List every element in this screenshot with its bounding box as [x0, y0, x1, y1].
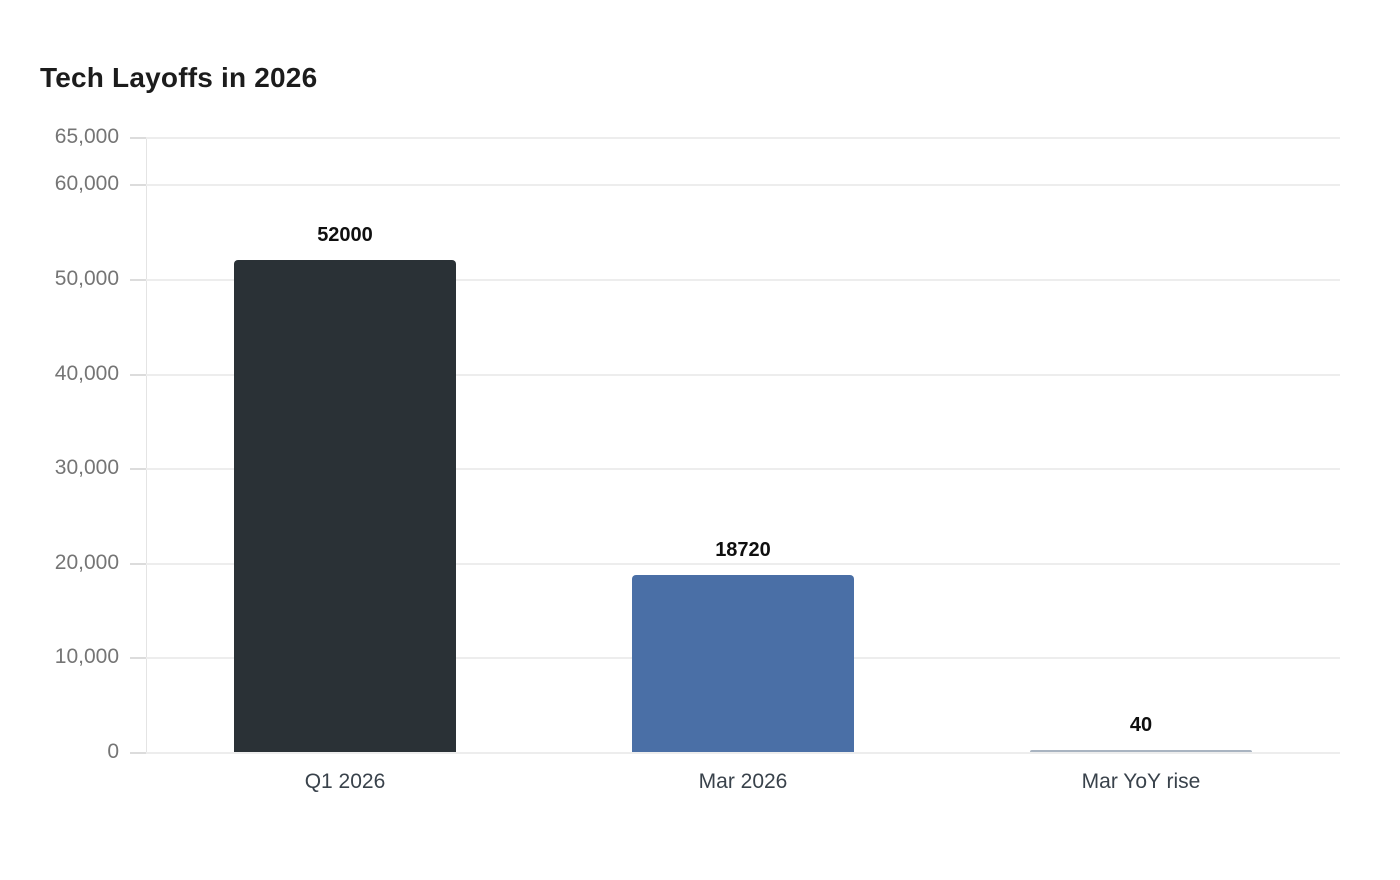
y-tick-label: 10,000	[54, 645, 119, 669]
y-tick-mark	[130, 752, 146, 754]
bar-value-label: 18720	[715, 538, 771, 561]
y-tick-mark	[130, 184, 146, 187]
x-tick-label: Q1 2026	[304, 770, 386, 793]
gridline	[146, 278, 1340, 281]
gridline	[146, 137, 1340, 139]
gridline	[146, 468, 1340, 471]
y-tick-mark	[130, 373, 146, 376]
y-tick-mark	[130, 278, 146, 281]
y-tick-label: 20,000	[54, 550, 119, 574]
gridline	[146, 373, 1340, 376]
y-tick-label: 40,000	[54, 361, 119, 385]
y-tick-mark	[130, 137, 146, 139]
x-tick-label: Mar 2026	[698, 770, 788, 793]
chart-title: Tech Layoffs in 2026	[40, 62, 318, 93]
bar-value-label: 52000	[317, 224, 373, 246]
x-tick-label: Mar YoY rise	[1081, 770, 1201, 793]
y-tick-mark	[130, 562, 146, 565]
bar-q1-2026[interactable]	[234, 260, 456, 752]
y-tick-label: 65,000	[54, 125, 119, 148]
y-tick-mark	[130, 657, 146, 660]
y-tick-label: 50,000	[54, 266, 119, 290]
bar-value-label: 40	[1129, 714, 1153, 736]
gridline	[146, 752, 1340, 754]
plot-area: 0 10,000 20,000 30,000 40,000 50,000 60,000 65,…	[55, 125, 1340, 793]
y-tick-mark	[130, 468, 146, 471]
y-axis-line	[146, 137, 147, 752]
y-tick-label: 30,000	[54, 456, 119, 480]
y-tick-label: 0	[107, 740, 119, 763]
y-tick-label: 60,000	[54, 172, 119, 196]
gridline	[146, 184, 1340, 187]
bar-mar-yoy-rise[interactable]	[1030, 750, 1252, 752]
gridline	[146, 562, 1340, 565]
bar-mar-2026[interactable]	[632, 574, 854, 752]
